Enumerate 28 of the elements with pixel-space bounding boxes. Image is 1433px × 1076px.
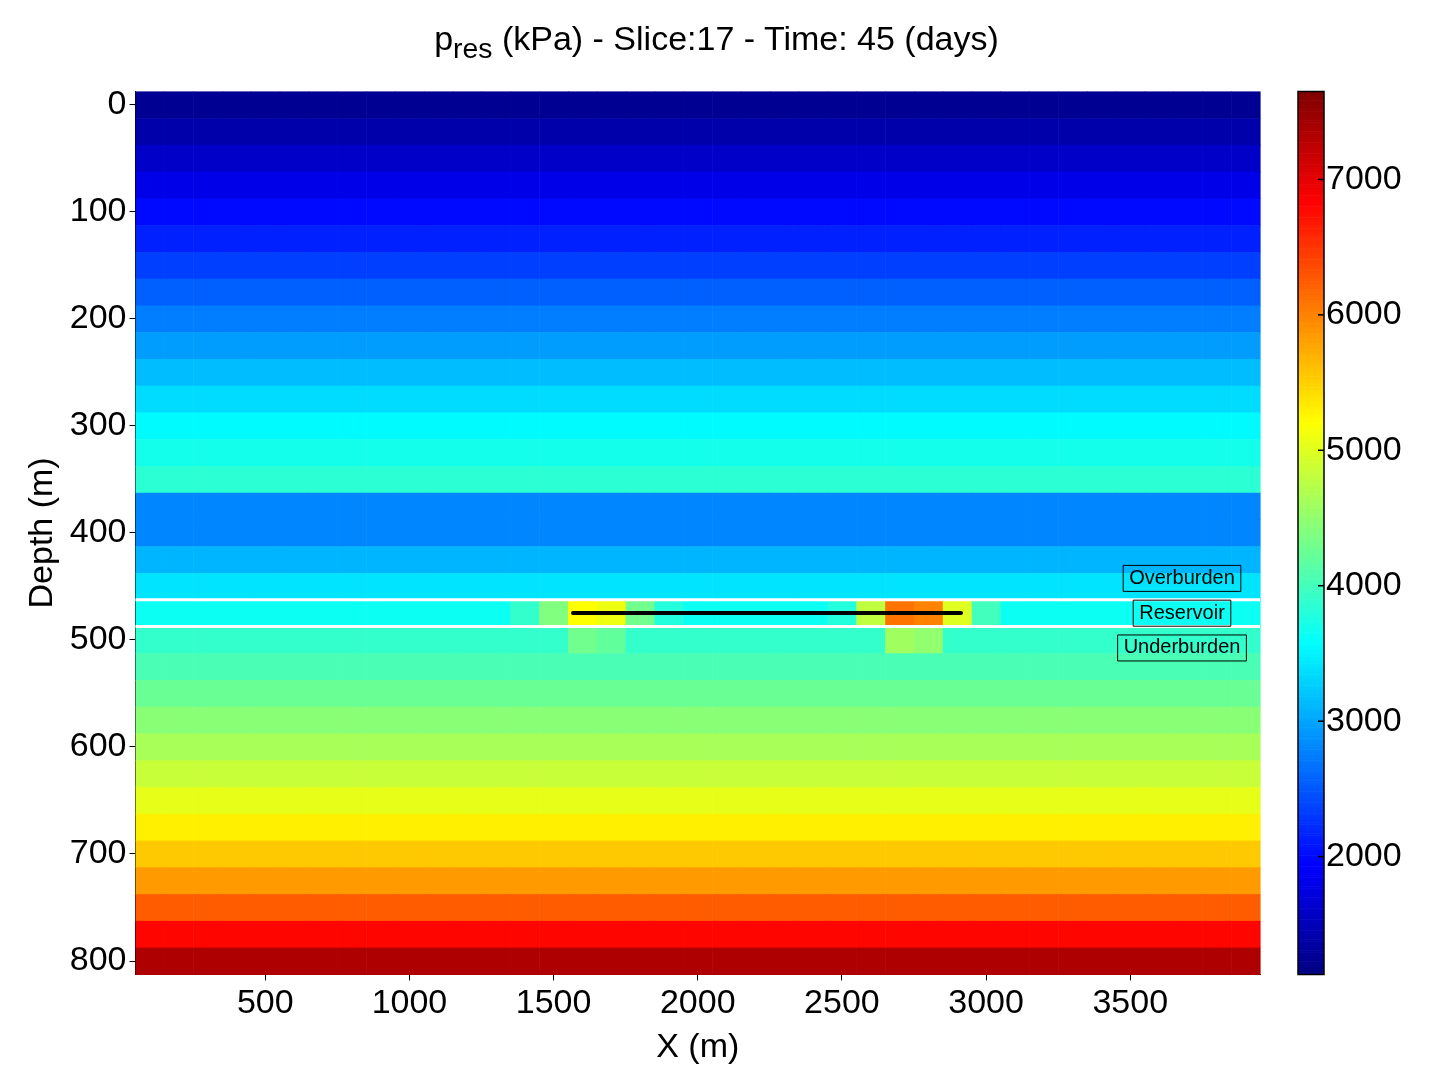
color-bar-label: 5000 xyxy=(1326,428,1402,467)
annotation: Underburden xyxy=(1123,635,1241,658)
y-tick-label: 700 xyxy=(69,832,127,871)
x-tick-label: 1500 xyxy=(515,982,592,1021)
annotation: Reservoir xyxy=(1139,600,1226,623)
x-tick-label: 500 xyxy=(236,982,294,1021)
x-tick-label: 3000 xyxy=(948,982,1024,1021)
y-axis-title: Depth (m) xyxy=(20,457,59,609)
x-axis-title: X (m) xyxy=(656,1025,740,1064)
y-tick-label: 100 xyxy=(69,190,127,229)
color-bar-label: 4000 xyxy=(1326,564,1402,603)
x-tick-label: 2500 xyxy=(804,982,880,1021)
x-tick-label: 1000 xyxy=(371,982,448,1021)
color-bar-label: 6000 xyxy=(1326,293,1402,332)
color-bar-label: 3000 xyxy=(1326,699,1402,738)
y-tick-label: 800 xyxy=(69,939,127,978)
color-bar-label: 7000 xyxy=(1326,157,1402,196)
x-tick-label: 2000 xyxy=(659,982,736,1021)
annotation: Overburden xyxy=(1129,565,1235,588)
y-tick-label: 200 xyxy=(69,297,127,336)
chart-title: p$_{res}$ (kPa) - Slice:17 - Time: 45 (days) xyxy=(433,18,1000,66)
y-tick-label: 600 xyxy=(69,725,127,764)
color-bar-label: 2000 xyxy=(1326,834,1402,873)
y-tick-label: 500 xyxy=(69,618,127,657)
y-tick-label: 0 xyxy=(107,83,127,122)
y-tick-label: 400 xyxy=(69,511,127,550)
x-tick-label: 3500 xyxy=(1092,982,1169,1021)
y-tick-label: 300 xyxy=(69,404,127,443)
